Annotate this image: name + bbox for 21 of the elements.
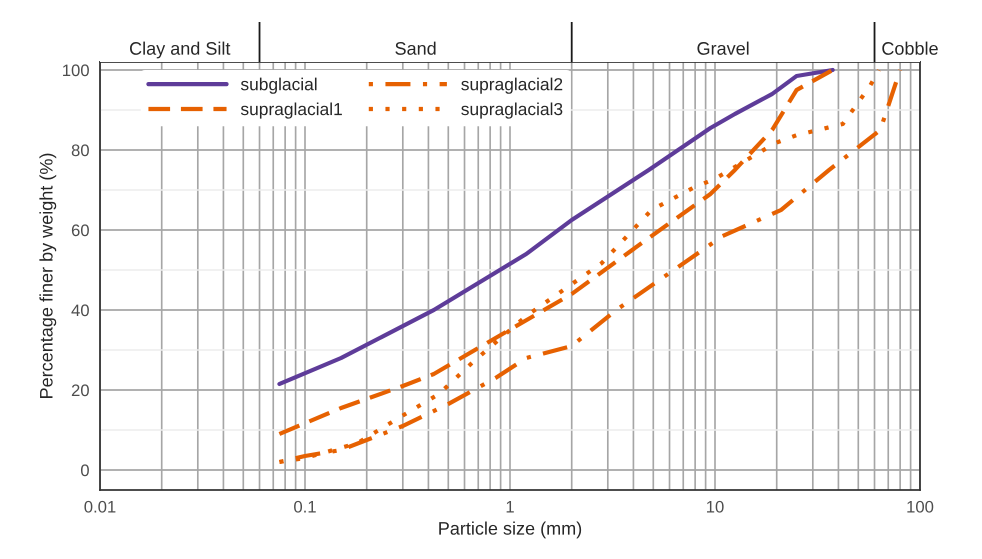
y-tick-label: 0 — [80, 464, 89, 476]
legend-label: supraglacial3 — [461, 102, 562, 119]
x-tick-label: 100 — [907, 500, 934, 513]
y-tick-label: 20 — [72, 384, 89, 396]
y-tick-label: 60 — [72, 224, 89, 236]
x-tick-label: 0.01 — [84, 500, 116, 513]
text: Sand — [395, 42, 436, 55]
legend-label: supraglacial1 — [240, 102, 342, 119]
legend-label: supraglacial2 — [461, 78, 562, 94]
x-tick-label: 10 — [707, 500, 724, 513]
x-tick-label: 0.1 — [294, 500, 316, 513]
y-tick-label: 100 — [63, 64, 89, 76]
x-axis-title: Particle size (mm) — [439, 522, 582, 538]
x-tick-label: 1 — [506, 501, 514, 512]
y-tick-label: 80 — [72, 144, 89, 156]
text: Gravel — [697, 42, 748, 55]
legend-label: subglacial — [240, 78, 316, 94]
y-axis-title: Percentage finer by weight (%) — [39, 154, 56, 398]
y-tick-label: 40 — [71, 304, 89, 316]
text: Cobble — [882, 42, 938, 55]
text: Clay and Silt — [130, 42, 230, 58]
